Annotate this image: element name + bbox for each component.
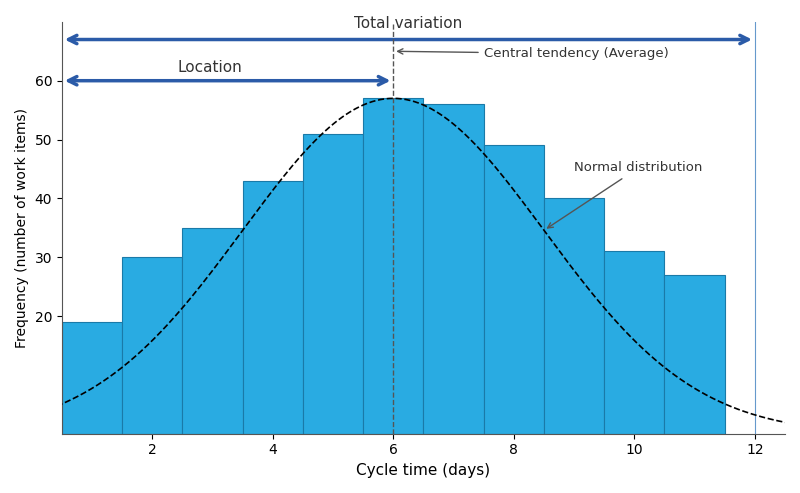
Text: Normal distribution: Normal distribution [547, 162, 702, 228]
Bar [182, 228, 242, 434]
Bar [665, 275, 725, 434]
Text: Central tendency (Average): Central tendency (Average) [398, 47, 669, 60]
Bar [604, 251, 665, 434]
Text: Total variation: Total variation [354, 16, 462, 31]
Text: Location: Location [177, 60, 242, 75]
Bar [242, 181, 303, 434]
Y-axis label: Frequency (number of work items): Frequency (number of work items) [15, 108, 29, 348]
Bar [484, 145, 544, 434]
Bar [303, 134, 363, 434]
Bar [363, 98, 423, 434]
Bar [423, 104, 484, 434]
Bar [122, 257, 182, 434]
X-axis label: Cycle time (days): Cycle time (days) [356, 463, 490, 478]
Bar [544, 198, 604, 434]
Bar [62, 322, 122, 434]
